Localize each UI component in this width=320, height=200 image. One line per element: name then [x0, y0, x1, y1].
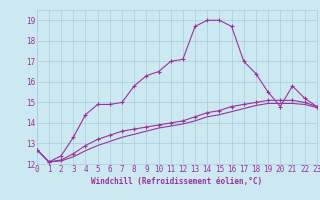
X-axis label: Windchill (Refroidissement éolien,°C): Windchill (Refroidissement éolien,°C) — [91, 177, 262, 186]
